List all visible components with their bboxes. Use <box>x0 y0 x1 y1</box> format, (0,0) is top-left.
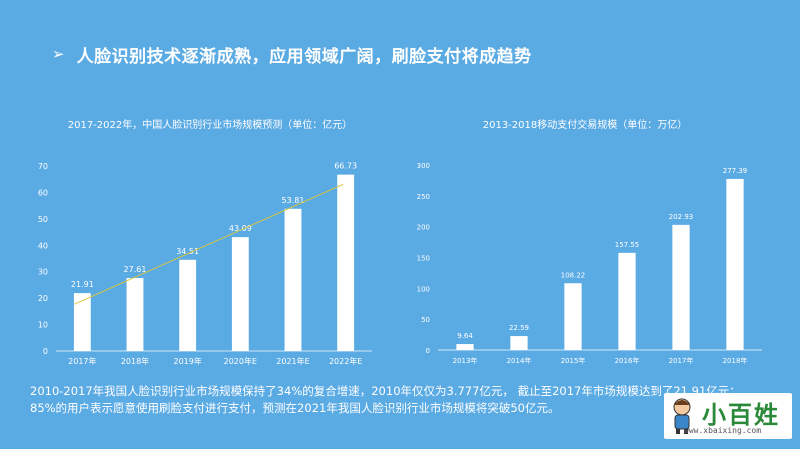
data-label: 53.81 <box>282 196 305 205</box>
bar <box>672 224 690 350</box>
data-label: 21.91 <box>71 280 94 289</box>
y-tick-label: 0 <box>426 347 430 355</box>
y-tick-label: 300 <box>417 162 430 170</box>
y-tick-label: 250 <box>417 193 430 201</box>
x-tick-label: 2016年 <box>615 356 640 365</box>
x-tick-label: 2021年E <box>276 356 309 366</box>
data-label: 277.39 <box>723 167 748 175</box>
bar <box>726 178 744 350</box>
bar <box>73 293 91 351</box>
y-tick-label: 150 <box>417 255 430 263</box>
x-tick-label: 2015年 <box>561 356 586 365</box>
data-label: 157.55 <box>615 241 640 249</box>
data-label: 22.59 <box>509 324 529 332</box>
bar <box>231 237 249 351</box>
y-tick-label: 200 <box>417 224 430 232</box>
data-label: 9.64 <box>457 332 473 340</box>
mobile-payment-chart: 0 50 100 150 200 250 300 9.64 2013年 22.59 2014年 108… <box>417 162 762 365</box>
y-tick-label: 50 <box>421 316 430 324</box>
y-tick-label: 60 <box>38 188 48 197</box>
bar <box>456 344 474 350</box>
y-tick-label: 30 <box>38 268 48 277</box>
slide-heading: ➢ 人脸识别技术逐渐成熟，应用领域广阔，刷脸支付将成趋势 <box>52 40 532 68</box>
x-tick-label: 2020年E <box>224 356 257 366</box>
x-tick-label: 2019年 <box>173 356 201 366</box>
chart1-title: 2017-2022年，中国人脸识别行业市场规模预测（单位：亿元） <box>67 120 353 131</box>
x-tick-label: 2013年 <box>453 356 478 365</box>
y-tick-label: 100 <box>417 285 430 293</box>
data-label: 43.09 <box>229 224 252 233</box>
y-tick-label: 70 <box>38 162 48 171</box>
bar <box>337 174 355 351</box>
y-tick-label: 10 <box>38 321 48 330</box>
data-label: 108.22 <box>561 271 586 279</box>
x-tick-label: 2017年 <box>669 356 694 365</box>
bar <box>510 336 528 350</box>
y-tick-label: 50 <box>38 215 48 224</box>
x-tick-label: 2018年 <box>121 356 149 366</box>
watermark-brand: 小百姓 <box>702 401 780 429</box>
arrow-bullet-icon: ➢ <box>52 45 65 63</box>
summary-line-1: 2010-2017年我国人脸识别行业市场规模保持了34%的复合增速，2010年仅… <box>30 384 741 398</box>
x-tick-label: 2022年E <box>329 356 362 366</box>
x-tick-label: 2014年 <box>507 356 532 365</box>
bar <box>179 259 197 351</box>
data-label: 34.51 <box>176 247 199 256</box>
data-label: 27.61 <box>124 265 147 274</box>
face-recognition-market-chart: 0 10 20 30 40 50 60 70 21.91 2017年 27.61 2018年 34.51… <box>38 162 372 366</box>
heading-text: 人脸识别技术逐渐成熟，应用领域广阔，刷脸支付将成趋势 <box>76 46 532 67</box>
mascot-icon <box>673 398 691 434</box>
bar <box>284 208 302 351</box>
data-label: 202.93 <box>669 213 694 221</box>
summary-line-2: 85%的用户表示愿意使用刷脸支付进行支付，预测在2021年我国人脸识别行业市场规… <box>30 401 560 415</box>
watermark-logo: 小百姓 www.xbaixing.com <box>664 393 792 439</box>
x-tick-label: 2018年 <box>723 356 748 365</box>
bar <box>618 252 636 350</box>
bar <box>564 283 582 350</box>
bar <box>126 278 144 351</box>
x-tick-label: 2017年 <box>68 356 96 366</box>
y-tick-label: 0 <box>43 347 48 356</box>
summary-text: 2010-2017年我国人脸识别行业市场规模保持了34%的复合增速，2010年仅… <box>30 383 770 417</box>
data-label: 66.73 <box>334 162 357 171</box>
trend-line <box>74 183 344 305</box>
y-tick-label: 40 <box>38 241 48 250</box>
chart2-title: 2013-2018移动支付交易规模（单位：万亿） <box>482 120 688 131</box>
y-tick-label: 20 <box>38 294 48 303</box>
watermark-url: www.xbaixing.com <box>684 426 762 435</box>
